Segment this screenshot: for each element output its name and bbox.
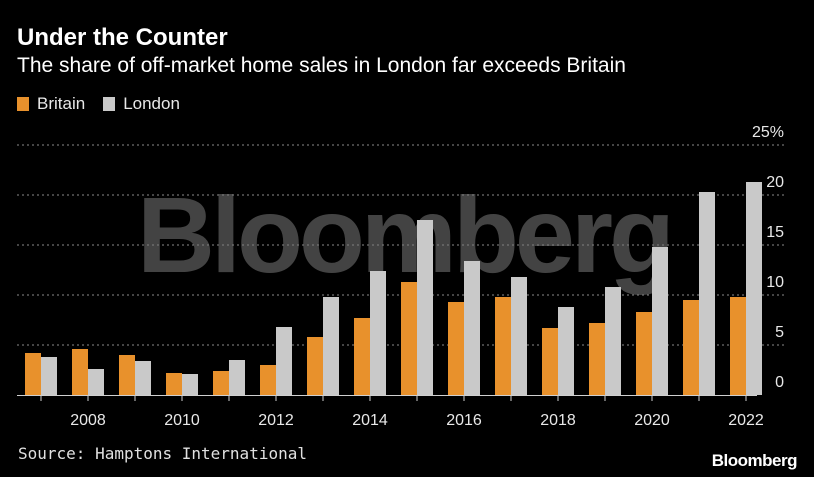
bar-london-2009 <box>135 361 151 395</box>
x-tick-label: 2012 <box>258 412 294 429</box>
bar-london-2014 <box>370 271 386 395</box>
bar-britain-2017 <box>495 297 511 395</box>
legend-swatch-london <box>103 97 116 111</box>
chart-subtitle: The share of off-market home sales in Lo… <box>17 54 626 77</box>
bar-britain-2013 <box>307 337 323 395</box>
bar-britain-2007 <box>25 353 41 395</box>
y-tick-label: 15 <box>766 224 784 241</box>
bar-london-2016 <box>464 261 480 395</box>
y-tick-label: 0 <box>775 374 784 391</box>
legend-label-britain: Britain <box>37 94 86 113</box>
watermark-logo: Bloomberg <box>137 174 671 295</box>
bar-britain-2008 <box>72 349 88 395</box>
bar-britain-2012 <box>260 365 276 395</box>
y-tick-label: 25% <box>752 124 784 141</box>
bar-london-2018 <box>558 307 574 395</box>
bar-britain-2018 <box>542 328 558 395</box>
y-tick-label: 20 <box>766 174 784 191</box>
legend: Britain London <box>17 94 198 114</box>
bar-london-2015 <box>417 220 433 395</box>
chart-title: Under the Counter <box>17 24 228 51</box>
x-tick-label: 2016 <box>446 412 482 429</box>
y-tick-label: 10 <box>766 274 784 291</box>
y-tick-labels: 0 5 10 15 20 25% <box>752 124 784 391</box>
bar-britain-2015 <box>401 282 417 395</box>
y-tick-label: 5 <box>775 324 784 341</box>
bar-britain-2021 <box>683 300 699 395</box>
bar-britain-2011 <box>213 371 229 395</box>
x-tick-label: 2010 <box>164 412 200 429</box>
x-tick-labels: 2008 2010 2012 2014 2016 2018 2020 2022 <box>40 395 764 429</box>
legend-swatch-britain <box>17 97 29 111</box>
x-tick-label: 2008 <box>70 412 106 429</box>
bar-london-2017 <box>511 277 527 395</box>
source-note: Source: Hamptons International <box>18 444 307 463</box>
bar-london-2007 <box>41 357 57 395</box>
bar-britain-2020 <box>636 312 652 395</box>
bar-britain-2019 <box>589 323 605 395</box>
bar-london-2021 <box>699 192 715 395</box>
x-tick-label: 2022 <box>728 412 764 429</box>
bar-london-2011 <box>229 360 245 395</box>
bar-london-2022 <box>746 182 762 395</box>
legend-item-london: London <box>103 94 180 114</box>
bar-britain-2016 <box>448 302 464 395</box>
bar-britain-2010 <box>166 373 182 395</box>
bar-london-2010 <box>182 374 198 395</box>
x-tick-label: 2014 <box>352 412 388 429</box>
x-tick-label: 2020 <box>634 412 670 429</box>
bar-london-2013 <box>323 297 339 395</box>
bar-britain-2014 <box>354 318 370 395</box>
bars <box>25 182 762 395</box>
bar-britain-2022 <box>730 297 746 395</box>
bar-london-2020 <box>652 247 668 395</box>
legend-label-london: London <box>123 94 180 113</box>
bar-london-2019 <box>605 287 621 395</box>
bar-london-2008 <box>88 369 104 395</box>
legend-item-britain: Britain <box>17 94 85 114</box>
bar-britain-2009 <box>119 355 135 395</box>
bar-london-2012 <box>276 327 292 395</box>
bloomberg-logo: Bloomberg <box>711 451 798 470</box>
x-tick-label: 2018 <box>540 412 576 429</box>
